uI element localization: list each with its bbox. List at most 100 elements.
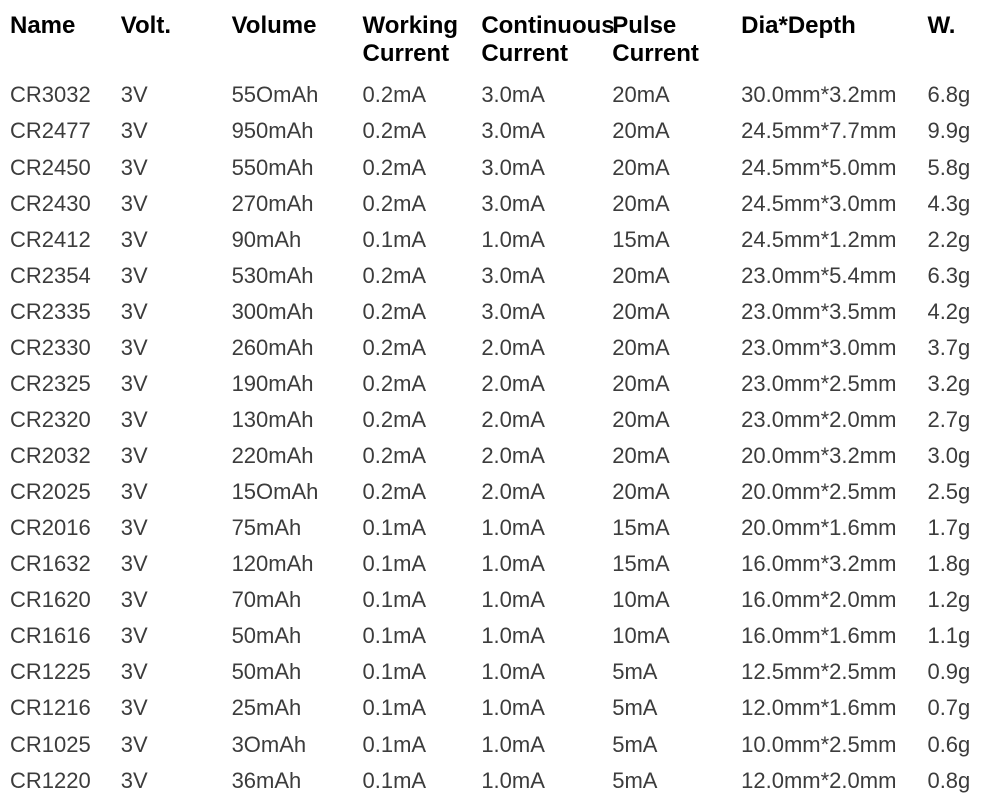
cell-diadepth: 16.0mm*1.6mm bbox=[737, 618, 923, 654]
cell-weight: 0.6g bbox=[923, 726, 994, 762]
cell-pulse: 5mA bbox=[608, 726, 737, 762]
cell-pulse: 20mA bbox=[608, 185, 737, 221]
cell-continuous: 2.0mA bbox=[477, 366, 608, 402]
cell-weight: 2.2g bbox=[923, 221, 994, 257]
cell-volume: 36mAh bbox=[228, 762, 359, 798]
cell-name: CR2450 bbox=[6, 149, 117, 185]
cell-name: CR2032 bbox=[6, 438, 117, 474]
header-label: Continuous bbox=[481, 12, 604, 40]
cell-volt: 3V bbox=[117, 762, 228, 798]
cell-pulse: 5mA bbox=[608, 762, 737, 798]
cell-volume: 50mAh bbox=[228, 618, 359, 654]
table-row: CR24123V90mAh0.1mA1.0mA15mA24.5mm*1.2mm2… bbox=[6, 221, 994, 257]
cell-continuous: 1.0mA bbox=[477, 726, 608, 762]
cell-continuous: 2.0mA bbox=[477, 438, 608, 474]
cell-name: CR2325 bbox=[6, 366, 117, 402]
col-header-volt: Volt. bbox=[117, 8, 228, 77]
cell-diadepth: 30.0mm*3.2mm bbox=[737, 77, 923, 113]
cell-diadepth: 23.0mm*3.0mm bbox=[737, 330, 923, 366]
table-row: CR23253V190mAh0.2mA2.0mA20mA23.0mm*2.5mm… bbox=[6, 366, 994, 402]
cell-working: 0.2mA bbox=[358, 258, 477, 294]
cell-volt: 3V bbox=[117, 726, 228, 762]
cell-volume: 950mAh bbox=[228, 113, 359, 149]
cell-continuous: 1.0mA bbox=[477, 618, 608, 654]
cell-pulse: 5mA bbox=[608, 654, 737, 690]
col-header-name: Name bbox=[6, 8, 117, 77]
cell-name: CR2330 bbox=[6, 330, 117, 366]
cell-name: CR1025 bbox=[6, 726, 117, 762]
cell-working: 0.1mA bbox=[358, 726, 477, 762]
table-row: CR12253V50mAh0.1mA1.0mA5mA12.5mm*2.5mm0.… bbox=[6, 654, 994, 690]
cell-diadepth: 23.0mm*2.0mm bbox=[737, 402, 923, 438]
cell-volt: 3V bbox=[117, 113, 228, 149]
cell-volume: 300mAh bbox=[228, 294, 359, 330]
cell-working: 0.2mA bbox=[358, 294, 477, 330]
col-header-working-current: Working Current bbox=[358, 8, 477, 77]
col-header-dia-depth: Dia*Depth bbox=[737, 8, 923, 77]
cell-continuous: 3.0mA bbox=[477, 185, 608, 221]
cell-weight: 2.7g bbox=[923, 402, 994, 438]
cell-working: 0.2mA bbox=[358, 77, 477, 113]
cell-volt: 3V bbox=[117, 510, 228, 546]
cell-weight: 3.2g bbox=[923, 366, 994, 402]
cell-pulse: 15mA bbox=[608, 221, 737, 257]
cell-weight: 3.7g bbox=[923, 330, 994, 366]
cell-volt: 3V bbox=[117, 402, 228, 438]
cell-volt: 3V bbox=[117, 185, 228, 221]
col-header-volume: Volume bbox=[228, 8, 359, 77]
cell-diadepth: 16.0mm*3.2mm bbox=[737, 546, 923, 582]
table-row: CR20323V220mAh0.2mA2.0mA20mA20.0mm*3.2mm… bbox=[6, 438, 994, 474]
cell-pulse: 15mA bbox=[608, 546, 737, 582]
cell-continuous: 1.0mA bbox=[477, 582, 608, 618]
cell-name: CR2025 bbox=[6, 474, 117, 510]
cell-volt: 3V bbox=[117, 438, 228, 474]
cell-name: CR3032 bbox=[6, 77, 117, 113]
cell-working: 0.1mA bbox=[358, 762, 477, 798]
cell-diadepth: 23.0mm*5.4mm bbox=[737, 258, 923, 294]
cell-continuous: 2.0mA bbox=[477, 402, 608, 438]
cell-continuous: 2.0mA bbox=[477, 330, 608, 366]
cell-volume: 15OmAh bbox=[228, 474, 359, 510]
cell-name: CR1220 bbox=[6, 762, 117, 798]
header-label: Volume bbox=[232, 12, 317, 39]
cell-name: CR2412 bbox=[6, 221, 117, 257]
cell-diadepth: 20.0mm*1.6mm bbox=[737, 510, 923, 546]
cell-volume: 50mAh bbox=[228, 654, 359, 690]
cell-continuous: 1.0mA bbox=[477, 510, 608, 546]
header-row: Name Volt. Volume Working Current Contin… bbox=[6, 8, 994, 77]
table-row: CR23203V130mAh0.2mA2.0mA20mA23.0mm*2.0mm… bbox=[6, 402, 994, 438]
cell-weight: 9.9g bbox=[923, 113, 994, 149]
cell-volt: 3V bbox=[117, 294, 228, 330]
cell-name: CR2354 bbox=[6, 258, 117, 294]
cell-working: 0.1mA bbox=[358, 582, 477, 618]
header-label: Pulse bbox=[612, 12, 733, 40]
battery-spec-table: Name Volt. Volume Working Current Contin… bbox=[6, 8, 994, 798]
header-label: Volt. bbox=[121, 12, 171, 39]
cell-volt: 3V bbox=[117, 582, 228, 618]
cell-pulse: 10mA bbox=[608, 582, 737, 618]
table-row: CR24303V270mAh0.2mA3.0mA20mA24.5mm*3.0mm… bbox=[6, 185, 994, 221]
cell-weight: 6.8g bbox=[923, 77, 994, 113]
cell-volt: 3V bbox=[117, 149, 228, 185]
header-label: Working bbox=[362, 12, 473, 40]
cell-working: 0.2mA bbox=[358, 474, 477, 510]
cell-diadepth: 16.0mm*2.0mm bbox=[737, 582, 923, 618]
cell-volt: 3V bbox=[117, 546, 228, 582]
table-row: CR20253V15OmAh0.2mA2.0mA20mA20.0mm*2.5mm… bbox=[6, 474, 994, 510]
cell-continuous: 1.0mA bbox=[477, 546, 608, 582]
cell-working: 0.2mA bbox=[358, 149, 477, 185]
cell-weight: 1.2g bbox=[923, 582, 994, 618]
cell-volt: 3V bbox=[117, 474, 228, 510]
battery-spec-table-container: Name Volt. Volume Working Current Contin… bbox=[0, 0, 1000, 798]
col-header-pulse-current: Pulse Current bbox=[608, 8, 737, 77]
cell-diadepth: 23.0mm*3.5mm bbox=[737, 294, 923, 330]
cell-name: CR1620 bbox=[6, 582, 117, 618]
cell-continuous: 2.0mA bbox=[477, 474, 608, 510]
table-row: CR23303V260mAh0.2mA2.0mA20mA23.0mm*3.0mm… bbox=[6, 330, 994, 366]
cell-volt: 3V bbox=[117, 366, 228, 402]
cell-volt: 3V bbox=[117, 77, 228, 113]
header-label: W. bbox=[927, 12, 955, 39]
cell-weight: 4.3g bbox=[923, 185, 994, 221]
cell-weight: 0.8g bbox=[923, 762, 994, 798]
table-row: CR16203V70mAh0.1mA1.0mA10mA16.0mm*2.0mm1… bbox=[6, 582, 994, 618]
